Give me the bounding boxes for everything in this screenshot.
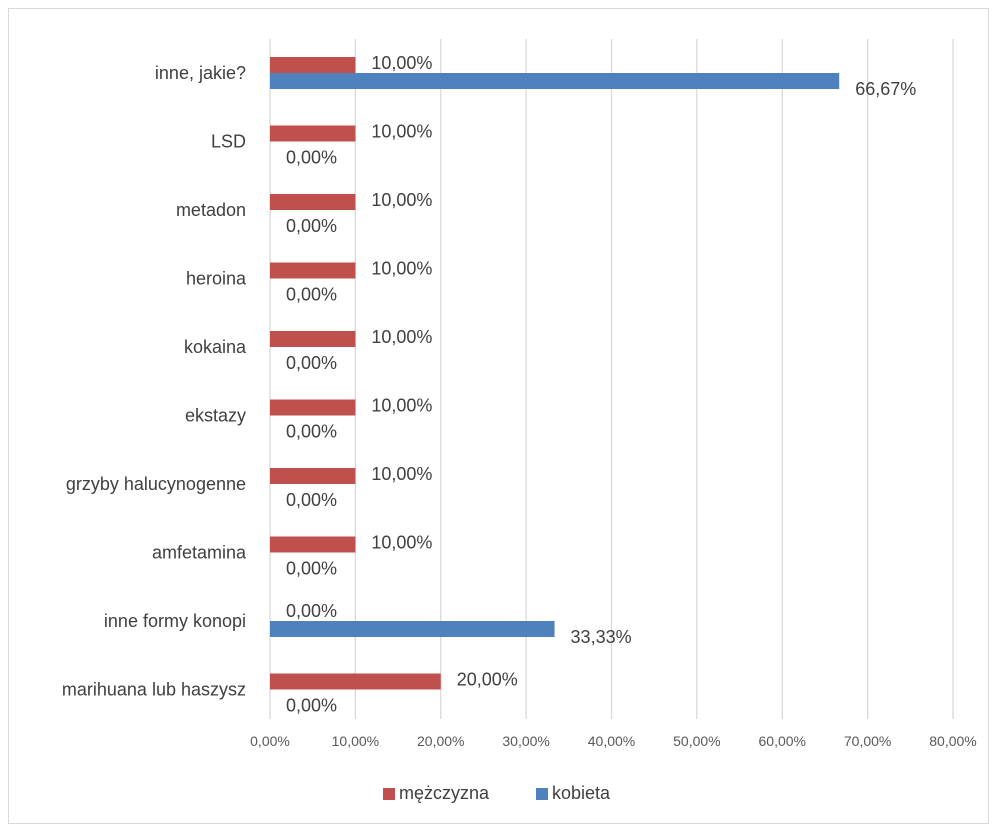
x-tick-label: 60,00% <box>759 733 806 749</box>
category-label: inne, jakie? <box>155 63 246 83</box>
gridlines <box>269 39 954 719</box>
category-label: LSD <box>211 132 246 152</box>
data-label-kobieta: 0,00% <box>286 422 337 442</box>
bar-kobieta <box>270 621 555 637</box>
bar-mezczyzna <box>270 262 356 279</box>
data-labels: 10,00% 66,67% 10,00% 0,00% 10,00% 0,00% 10,00%… <box>286 53 916 716</box>
data-label-kobieta: 0,00% <box>286 285 337 305</box>
legend-label: kobieta <box>552 783 611 803</box>
category-label: marihuana lub haszysz <box>62 680 246 700</box>
bar-mezczyzna <box>270 125 356 142</box>
x-tick-labels: 0,00% 10,00% 20,00% 30,00% 40,00% 50,00% 60,00… <box>250 733 977 749</box>
category-label: inne formy konopi <box>104 611 246 631</box>
legend-swatch <box>383 788 395 800</box>
legend-swatch <box>536 788 548 800</box>
x-tick-label: 0,00% <box>250 733 290 749</box>
bar-mezczyzna <box>270 331 356 347</box>
data-label-kobieta: 33,33% <box>571 627 632 647</box>
data-label-kobieta: 0,00% <box>286 559 337 579</box>
data-label-mezczyzna: 10,00% <box>371 327 432 347</box>
bars <box>270 57 840 690</box>
bar-mezczyzna <box>270 194 356 210</box>
data-label-mezczyzna: 10,00% <box>371 53 432 73</box>
bar-mezczyzna <box>270 57 356 73</box>
x-tick-label: 30,00% <box>502 733 549 749</box>
data-label-mezczyzna: 10,00% <box>371 122 432 142</box>
category-label: grzyby halucynogenne <box>66 474 246 494</box>
x-tick-label: 10,00% <box>332 733 379 749</box>
bar-mezczyzna <box>270 673 441 690</box>
x-tick-label: 20,00% <box>417 733 464 749</box>
data-label-mezczyzna: 10,00% <box>371 533 432 553</box>
bar-mezczyzna <box>270 468 356 484</box>
bar-mezczyzna <box>270 536 356 553</box>
bar-kobieta <box>270 73 840 89</box>
x-tick-label: 80,00% <box>929 733 976 749</box>
data-label-kobieta: 66,67% <box>855 79 916 99</box>
data-label-kobieta: 0,00% <box>286 696 337 716</box>
category-label: metadon <box>176 200 246 220</box>
data-label-mezczyzna: 10,00% <box>371 464 432 484</box>
data-label-kobieta: 0,00% <box>286 353 337 373</box>
category-label: amfetamina <box>152 543 247 563</box>
legend[interactable]: mężczyzna kobieta <box>383 783 611 803</box>
legend-item-kobieta[interactable]: kobieta <box>536 783 611 803</box>
data-label-mezczyzna: 20,00% <box>457 670 518 690</box>
data-label-mezczyzna: 10,00% <box>371 396 432 416</box>
category-label: heroina <box>186 269 247 289</box>
data-label-mezczyzna: 10,00% <box>371 259 432 279</box>
chart: 10,00%66,67%10,00%0,00%10,00%0,00%10,00%… <box>62 39 977 803</box>
x-tick-label: 50,00% <box>673 733 720 749</box>
data-label-mezczyzna: 0,00% <box>286 601 337 621</box>
bar-mezczyzna <box>270 399 356 416</box>
data-label-kobieta: 0,00% <box>286 216 337 236</box>
legend-label: mężczyzna <box>399 783 490 803</box>
x-tick-label: 70,00% <box>844 733 891 749</box>
data-label-mezczyzna: 10,00% <box>371 190 432 210</box>
legend-item-mezczyzna[interactable]: mężczyzna <box>383 783 490 803</box>
x-tick-label: 40,00% <box>588 733 635 749</box>
category-label: ekstazy <box>185 406 246 426</box>
chart-frame: 10,00% 66,67% 10,00% 0,00% 10,00% 0,00% 10,00%… <box>8 8 989 824</box>
data-label-kobieta: 0,00% <box>286 148 337 168</box>
data-label-kobieta: 0,00% <box>286 490 337 510</box>
category-labels: inne, jakie? LSD metadon heroina kokaina ekst… <box>62 63 247 700</box>
category-label: kokaina <box>184 337 247 357</box>
